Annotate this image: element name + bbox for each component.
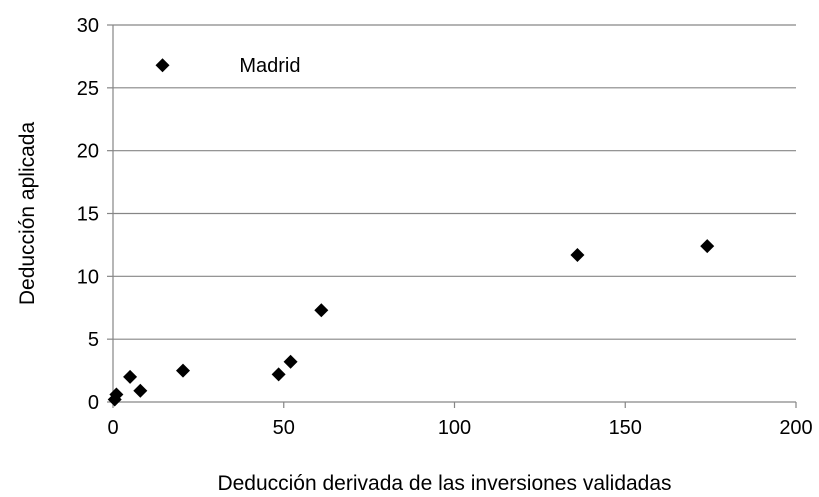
y-tick-label-5: 25 (77, 78, 99, 100)
annotation-label-0: Madrid (239, 55, 300, 77)
y-tick-label-6: 30 (77, 15, 99, 37)
data-point-0-6 (283, 354, 298, 369)
data-point-0-3 (133, 383, 148, 398)
data-point-0-7 (314, 303, 329, 318)
data-point-0-1 (109, 387, 124, 402)
y-tick-label-4: 20 (77, 141, 99, 163)
y-axis-title: Deducción aplicada (16, 122, 39, 306)
y-tick-label-3: 15 (77, 204, 99, 226)
y-tick-label-1: 5 (88, 329, 99, 351)
data-point-0-4 (176, 363, 191, 378)
x-tick-label-4: 200 (779, 417, 812, 439)
data-point-0-2 (123, 369, 138, 384)
tick-labels: 0 5 10 15 20 25 30 0 50 100 150 200 (77, 15, 813, 439)
annotations: Madrid (239, 55, 300, 77)
x-tick-label-2: 100 (438, 417, 471, 439)
axes (107, 24, 797, 408)
y-tick-label-0: 0 (88, 392, 99, 414)
data-point-0-10 (155, 58, 170, 73)
data-point-0-5 (271, 367, 286, 382)
data-point-0-9 (700, 239, 715, 254)
x-tick-label-1: 50 (273, 417, 295, 439)
x-axis-title: Deducción derivada de las inversiones va… (217, 472, 671, 495)
gridlines (113, 24, 796, 340)
x-tick-label-3: 150 (609, 417, 642, 439)
y-tick-label-2: 10 (77, 266, 99, 288)
x-tick-label-0: 0 (107, 417, 118, 439)
data-point-0-8 (570, 247, 585, 262)
data-points (107, 58, 715, 407)
